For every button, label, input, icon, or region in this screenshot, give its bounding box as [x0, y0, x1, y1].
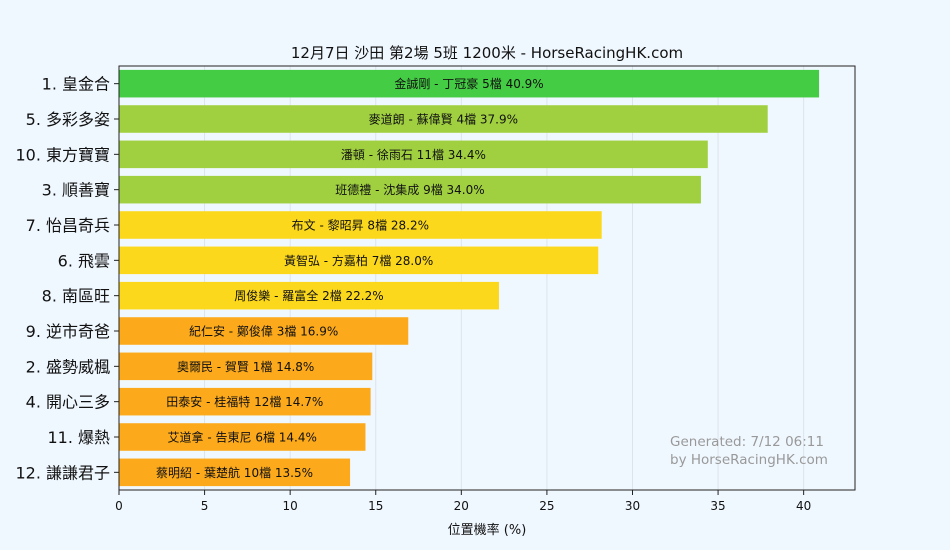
bar-label: 周俊樂 - 羅富全 2檔 22.2%	[234, 288, 383, 303]
x-tick-label: 0	[115, 499, 123, 513]
bar-label: 布文 - 黎昭昇 8檔 28.2%	[292, 218, 429, 233]
category-label: 7. 怡昌奇兵	[26, 216, 110, 235]
bar	[119, 317, 409, 345]
x-tick-label: 25	[539, 499, 554, 513]
bar-label: 金誠剛 - 丁冠豪 5檔 40.9%	[394, 76, 543, 91]
x-axis-ticks: 0 5 10 15 20 25 30 35 40	[115, 490, 811, 513]
bar	[119, 105, 768, 133]
gridlines	[118, 66, 805, 490]
category-label: 8. 南區旺	[42, 287, 110, 306]
watermark-line: Generated: 7/12 06:11	[670, 434, 824, 450]
category-label: 3. 順善寶	[42, 181, 110, 200]
bar	[119, 387, 371, 416]
bar-label: 艾道拿 - 告東尼 6檔 14.4%	[168, 430, 317, 445]
category-label: 6. 飛雲	[58, 251, 110, 270]
bar-label: 蔡明紹 - 葉楚航 10檔 13.5%	[156, 465, 313, 480]
bar	[119, 211, 602, 239]
bars: 金誠剛 - 丁冠豪 5檔 40.9% 麥道朗 - 蘇偉賢 4檔 37.9% 潘頓 -…	[119, 69, 820, 487]
category-label: 5. 多彩多姿	[26, 110, 110, 129]
x-tick-label: 5	[201, 499, 209, 513]
x-tick-label: 35	[710, 499, 725, 513]
x-tick-label: 10	[283, 499, 298, 513]
category-label: 1. 皇金合	[42, 75, 110, 94]
bar-label: 紀仁安 - 鄭俊偉 3檔 16.9%	[189, 324, 338, 339]
watermark: Generated: 7/12 06:11 by HorseRacingHK.co…	[670, 434, 828, 468]
chart-title: 12月7日 沙田 第2場 5班 1200米 - HorseRacingHK.co…	[291, 44, 683, 62]
x-axis-label: 位置機率 (%)	[448, 522, 527, 538]
bar	[119, 246, 599, 275]
x-tick-label: 20	[454, 499, 469, 513]
category-label: 2. 盛勢威楓	[26, 357, 110, 376]
bar	[119, 352, 373, 381]
bar-label: 奧爾民 - 賀賢 1檔 14.8%	[177, 360, 314, 374]
category-label: 9. 逆市奇爸	[26, 322, 110, 341]
bar	[119, 140, 708, 169]
category-label: 4. 開心三多	[26, 393, 110, 412]
plot-frame	[118, 65, 856, 491]
bar	[119, 458, 351, 487]
category-label: 12. 謙謙君子	[15, 463, 110, 482]
x-tick-label: 30	[625, 499, 640, 513]
bar	[119, 423, 366, 451]
bar-label: 黃智弘 - 方嘉柏 7檔 28.0%	[284, 253, 433, 268]
bar-label: 班德禮 - 沈集成 9檔 34.0%	[335, 182, 484, 197]
bar-label: 潘頓 - 徐雨石 11檔 34.4%	[341, 147, 486, 162]
x-tick-label: 40	[796, 499, 811, 513]
bar-label: 麥道朗 - 蘇偉賢 4檔 37.9%	[369, 113, 518, 127]
x-tick-label: 15	[368, 499, 383, 513]
category-labels: 1. 皇金合 5. 多彩多姿 10. 東方寶寶 3. 順善寶 7. 怡昌奇兵 6. 飛雲 8…	[15, 75, 119, 482]
category-label: 10. 東方寶寶	[15, 145, 110, 164]
bar	[119, 69, 820, 98]
category-label: 11. 爆熱	[47, 428, 110, 447]
watermark-line: by HorseRacingHK.com	[670, 452, 828, 468]
bar-label: 田泰安 - 桂福特 12檔 14.7%	[166, 394, 323, 409]
bar	[119, 175, 701, 204]
bar	[119, 281, 499, 310]
